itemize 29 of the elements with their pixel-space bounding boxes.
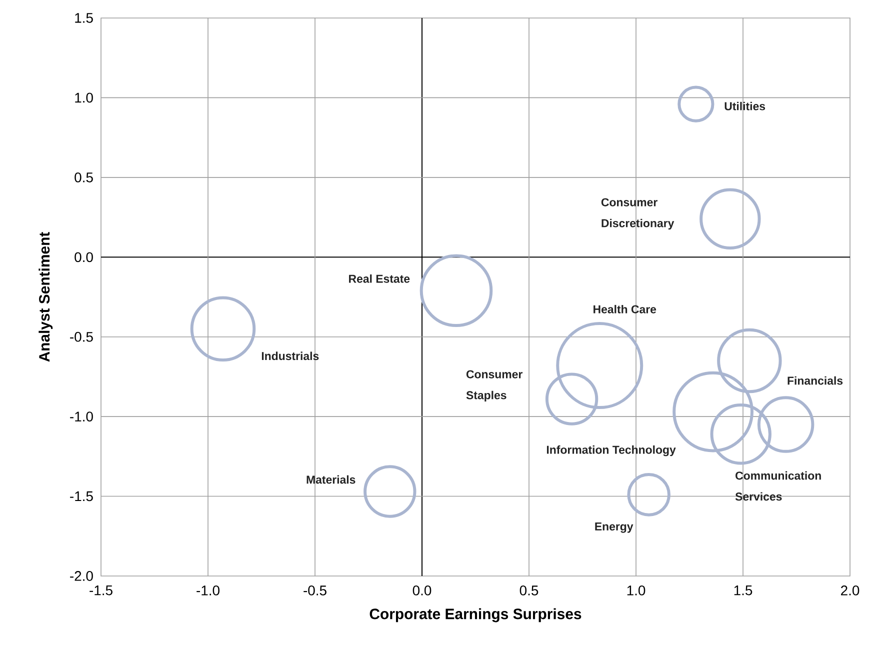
x-tick-label: 0.0 bbox=[412, 586, 432, 596]
series-label: Materials bbox=[306, 475, 356, 484]
series-label: Energy bbox=[595, 522, 634, 533]
series-label: Real Estate bbox=[349, 274, 410, 283]
y-tick-label: -2.0 bbox=[70, 571, 93, 581]
series-label: Communication Services bbox=[735, 471, 821, 501]
x-axis-title: Corporate Earnings Surprises bbox=[370, 608, 582, 622]
x-tick-label: 2.0 bbox=[841, 586, 860, 596]
series-label: Financials bbox=[788, 376, 843, 385]
series-label: Health Care bbox=[594, 304, 656, 314]
x-tick-label: -1.5 bbox=[90, 586, 112, 596]
y-tick-label: 0.5 bbox=[74, 172, 93, 182]
series-label: Information Technology bbox=[546, 445, 676, 456]
series-label: Industrials bbox=[262, 352, 319, 360]
y-tick-label: -1.0 bbox=[70, 412, 93, 422]
y-tick-label: -0.5 bbox=[70, 332, 93, 342]
x-tick-label: 1.0 bbox=[627, 586, 646, 596]
y-tick-label: -1.5 bbox=[70, 491, 93, 502]
y-tick-label: 1.0 bbox=[75, 92, 93, 103]
y-tick-label: 0.0 bbox=[74, 252, 93, 262]
y-axis-title: Analyst Sentiment bbox=[38, 232, 53, 362]
text: Consumer Staples bbox=[466, 370, 522, 402]
text: Consumer Discretionary bbox=[601, 198, 674, 230]
x-tick-label: -0.5 bbox=[304, 586, 326, 596]
legend-label: Utilities bbox=[724, 102, 766, 110]
y-tick-label: 1.5 bbox=[75, 13, 93, 23]
x-tick-label: -1.0 bbox=[196, 586, 220, 596]
x-tick-label: 1.5 bbox=[734, 586, 752, 596]
x-tick-label: 0.5 bbox=[520, 586, 538, 596]
